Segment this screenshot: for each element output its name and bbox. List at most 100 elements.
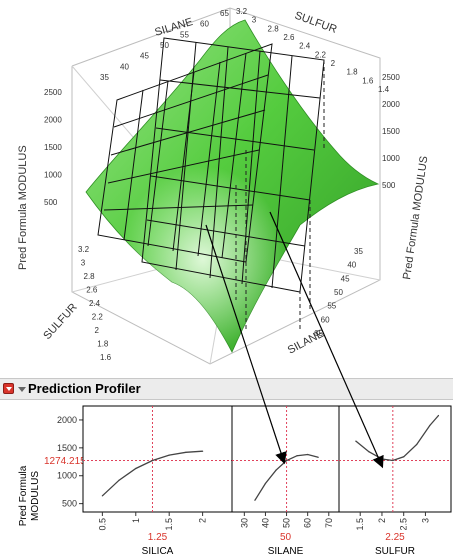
trace-point xyxy=(307,453,309,456)
x-tick-label: 40 xyxy=(260,518,270,528)
surface-left-tick: 1500 xyxy=(44,143,62,152)
x-tick-label: 1.5 xyxy=(355,518,365,531)
disclosure-triangle-icon[interactable] xyxy=(18,387,26,392)
trace-point xyxy=(429,424,431,427)
x-tick-label: 2.5 xyxy=(399,518,409,531)
trace-point xyxy=(403,456,405,458)
trace-point xyxy=(254,499,256,501)
surface-sulfur-top-tick: 2.6 xyxy=(283,33,295,42)
trace-point xyxy=(202,450,204,452)
trace-point xyxy=(285,459,288,462)
surface-sulfur-top-tick: 1.6 xyxy=(362,76,374,85)
x-tick-label: 0.5 xyxy=(97,518,107,531)
surface-right-tick: 1000 xyxy=(382,154,400,163)
surface-sulfur-bottom-tick: 1.8 xyxy=(97,340,109,349)
surface-right-tick: 1500 xyxy=(382,127,400,136)
surface-silane-top-tick: 55 xyxy=(180,30,189,39)
x-tick-label: 60 xyxy=(303,518,313,528)
trace-point xyxy=(101,495,103,497)
surface-silane-top-tick: 60 xyxy=(200,20,209,29)
surface-sulfur-bottom-tick: 3.2 xyxy=(78,245,90,254)
slice-grid xyxy=(97,37,325,293)
profiler-cell-frame xyxy=(231,405,340,513)
y-tick-label: 1000 xyxy=(57,471,77,481)
surface-sulfur-top-tick: 2.4 xyxy=(299,42,311,51)
trace-point xyxy=(416,443,418,446)
profiler-header[interactable]: Prediction Profiler xyxy=(0,378,453,400)
profiler-cell-silica: 0.5 1 1.5 2 1.25 SILICA xyxy=(82,405,233,557)
surface-silane-bottom-tick: 40 xyxy=(347,261,356,270)
profiler-y-axis: 2000 1500 1000 500 xyxy=(57,415,83,509)
surface-sulfur-top-tick: 2.8 xyxy=(268,24,280,33)
surface-sulfur-top-tick: 3.2 xyxy=(236,7,248,16)
surface-sulfur-top-tick: 3 xyxy=(252,16,257,25)
factor-name: SILICA xyxy=(142,546,174,557)
surface-plot: Pred Formula MODULUS Pred Formula MODULU… xyxy=(17,7,430,365)
profiler-cell-frame xyxy=(338,405,452,513)
surface-sulfur-bottom-tick: 2 xyxy=(95,326,100,335)
surface-sulfur-bottom-tick: 2.8 xyxy=(84,272,96,281)
trace-point xyxy=(317,456,319,458)
trace-point xyxy=(185,451,187,453)
surface-sulfur-top-tick: 1.8 xyxy=(346,68,358,77)
surface-silane-top-tick: 50 xyxy=(160,41,169,50)
surface-right-tick: 2000 xyxy=(382,100,400,109)
surface-sulfur-bottom-tick: 2.6 xyxy=(86,286,98,295)
axis-label-sulfur-bottom: SULFUR xyxy=(41,301,79,342)
surface-sulfur-bottom-tick: 3 xyxy=(81,259,86,268)
surface-silane-bottom-tick: 35 xyxy=(354,247,363,256)
trace-point xyxy=(168,454,170,456)
factor-name: SULFUR xyxy=(375,546,415,557)
y-tick-label: 1500 xyxy=(57,443,77,453)
profiler-y-label-line1: Pred Formula xyxy=(18,465,29,526)
surface-sulfur-top-tick: 2.2 xyxy=(315,50,327,59)
surface-left-tick: 1000 xyxy=(44,171,62,180)
trace-point xyxy=(437,414,440,417)
profiler-cell-sulfur: 1.5 2 2.5 3 2.25 SULFUR xyxy=(338,405,452,557)
profiler-title: Prediction Profiler xyxy=(28,381,141,396)
surface-left-tick: 2000 xyxy=(44,116,62,125)
surface-silane-bottom-tick: 60 xyxy=(321,315,330,324)
profiler-y-label-line2: MODULUS xyxy=(30,471,41,521)
surface-right-tick: 500 xyxy=(382,181,396,190)
x-tick-label: 2 xyxy=(198,518,208,523)
trace-point xyxy=(381,458,383,460)
axis-label-right: Pred Formula MODULUS xyxy=(401,155,430,280)
x-tick-label: 1 xyxy=(131,518,141,523)
surface-silane-bottom-tick: 45 xyxy=(341,274,350,283)
x-tick-label: 70 xyxy=(324,518,334,528)
y-tick-label: 500 xyxy=(62,499,77,509)
x-tick-label: 1.5 xyxy=(164,518,174,531)
profiler-plots: Pred Formula MODULUS 1274.215 2000150010… xyxy=(18,405,452,557)
surface-sulfur-bottom-tick: 2.2 xyxy=(92,313,104,322)
surface-left-tick: 2500 xyxy=(44,88,62,97)
surface-silane-bottom-tick: 65 xyxy=(314,329,323,338)
x-tick-label: 30 xyxy=(239,518,249,528)
trace-point xyxy=(135,467,137,470)
surface-silane-top-tick: 65 xyxy=(220,9,229,18)
axis-label-left: Pred Formula MODULUS xyxy=(17,145,29,270)
trace-point xyxy=(392,459,394,462)
surface-silane-bottom-tick: 55 xyxy=(327,302,336,311)
trace-point xyxy=(118,479,120,481)
trace-point xyxy=(368,451,370,453)
trace-point xyxy=(151,459,154,462)
red-triangle-menu-icon[interactable] xyxy=(3,383,14,394)
profiler-y-value: 1274.215 xyxy=(44,456,86,467)
surface-silane-top-tick: 45 xyxy=(140,52,149,61)
prediction-profiler-panel: Prediction Profiler Pred Formula MODULUS… xyxy=(0,378,453,557)
surface-sulfur-bottom-tick: 1.6 xyxy=(100,353,112,362)
y-tick-label: 2000 xyxy=(57,415,77,425)
factor-current-value: 1.25 xyxy=(148,532,168,543)
factor-name: SILANE xyxy=(268,546,304,557)
x-tick-label: 3 xyxy=(420,518,430,523)
surface-silane-top-tick: 35 xyxy=(100,73,109,82)
surface-sulfur-bottom-tick: 2.4 xyxy=(89,299,101,308)
surface-highlight xyxy=(86,20,378,352)
surface-left-tick: 500 xyxy=(44,198,58,207)
x-tick-label: 50 xyxy=(282,518,292,528)
surface-silane-top-tick: 40 xyxy=(120,62,129,71)
trace-point xyxy=(264,482,267,485)
profiler-cells: 0.5 1 1.5 2 1.25 SILICA 30 40 50 60 70 50 SILANE 1.5 2… xyxy=(82,405,452,557)
trace-point xyxy=(296,455,298,457)
